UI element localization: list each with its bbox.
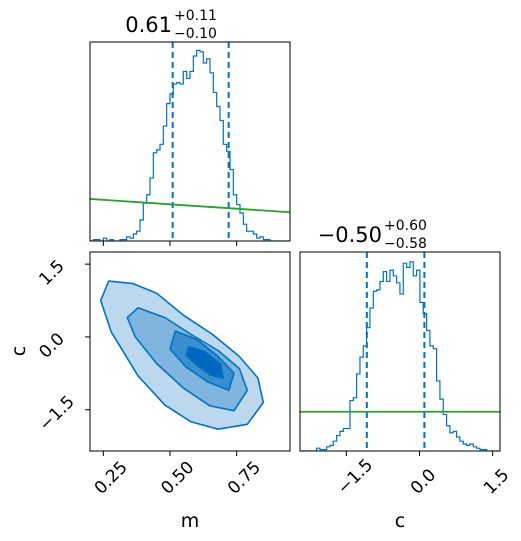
m-marginal-title-plus: +0.11 (174, 8, 217, 24)
x-axis-label-m: m (181, 510, 200, 532)
m-marginal-title-minus: −0.10 (174, 26, 217, 42)
c-marginal-panel (300, 252, 500, 451)
c-marginal-title-plus: +0.60 (384, 218, 427, 234)
c-marginal-frame (299, 251, 501, 452)
m-marginal-frame (89, 41, 291, 242)
y-axis-label-c: c (8, 346, 30, 356)
joint-ytick-label-0: −1.5 (35, 392, 78, 435)
joint-panel (99, 280, 265, 430)
x-axis-label-c: c (395, 510, 405, 532)
joint-ytick-label-1: 0.0 (35, 329, 68, 362)
m-marginal-title-median: 0.61 (125, 13, 172, 37)
contour-core (185, 345, 225, 379)
m-marginal-histogram (90, 49, 290, 241)
c-marginal-title-median: −0.50 (318, 223, 382, 247)
c-marginal-xtick-label-2: 1.5 (480, 465, 513, 498)
joint-ytick-label-2: 1.5 (35, 256, 68, 289)
m-marginal-prior-line (90, 198, 290, 214)
c-marginal-xtick-label-1: 0.0 (407, 465, 440, 498)
m-marginal-panel (90, 42, 290, 241)
c-marginal-title-minus: −0.58 (384, 236, 427, 252)
joint-xtick-label-0: 0.25 (91, 458, 132, 499)
c-marginal-xtick-label-0: −1.5 (334, 455, 377, 498)
joint-xtick-label-1: 0.50 (157, 458, 198, 499)
c-marginal-histogram (300, 261, 500, 451)
joint-frame (89, 251, 291, 452)
joint-xtick-label-2: 0.75 (224, 458, 265, 499)
